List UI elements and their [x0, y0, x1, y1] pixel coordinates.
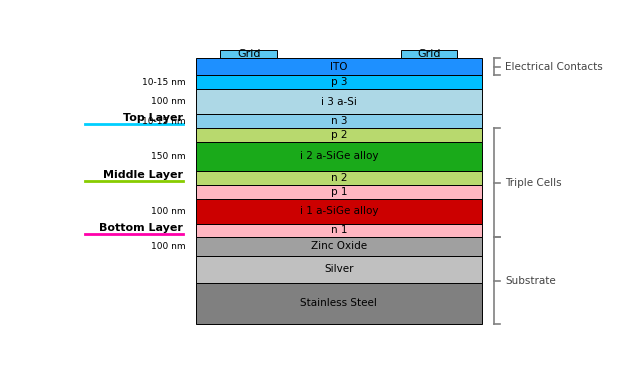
Text: 100 nm: 100 nm	[151, 242, 186, 251]
Text: Bottom Layer: Bottom Layer	[99, 222, 183, 233]
Text: 150 nm: 150 nm	[151, 152, 186, 161]
Text: p 1: p 1	[331, 187, 347, 197]
Text: Grid: Grid	[237, 49, 261, 59]
Text: Top Layer: Top Layer	[124, 113, 183, 123]
Text: p 3: p 3	[331, 77, 347, 87]
Bar	[196, 171, 482, 185]
Text: ITO: ITO	[330, 62, 348, 72]
Text: Silver: Silver	[324, 264, 354, 274]
Bar	[196, 185, 482, 199]
Text: Triple Cells: Triple Cells	[505, 178, 562, 188]
Text: Electrical Contacts: Electrical Contacts	[505, 62, 603, 72]
Text: Stainless Steel: Stainless Steel	[301, 299, 377, 308]
Bar	[196, 128, 482, 141]
Bar	[401, 50, 457, 58]
Text: 100 nm: 100 nm	[151, 97, 186, 106]
Bar	[196, 224, 482, 237]
Bar	[196, 75, 482, 89]
Bar	[196, 256, 482, 283]
Text: i 2 a-SiGe alloy: i 2 a-SiGe alloy	[299, 151, 378, 161]
Text: Zinc Oxide: Zinc Oxide	[311, 241, 367, 251]
Text: Grid: Grid	[417, 49, 441, 59]
Bar	[196, 58, 482, 75]
Text: i 1 a-SiGe alloy: i 1 a-SiGe alloy	[299, 206, 378, 216]
Text: n 3: n 3	[331, 116, 347, 126]
Bar	[196, 283, 482, 324]
Text: n 2: n 2	[331, 173, 347, 183]
Text: n 1: n 1	[331, 225, 347, 236]
Text: 10-15 nm: 10-15 nm	[142, 116, 186, 126]
Text: 10-15 nm: 10-15 nm	[142, 78, 186, 87]
Text: i 3 a-Si: i 3 a-Si	[321, 97, 357, 107]
Bar	[196, 237, 482, 256]
Text: p 2: p 2	[331, 130, 347, 140]
Bar	[220, 50, 277, 58]
Text: 100 nm: 100 nm	[151, 207, 186, 216]
Bar	[196, 89, 482, 114]
Bar	[196, 114, 482, 128]
Bar	[196, 141, 482, 171]
Bar	[196, 199, 482, 224]
Text: Middle Layer: Middle Layer	[103, 170, 183, 180]
Text: Substrate: Substrate	[505, 276, 556, 286]
